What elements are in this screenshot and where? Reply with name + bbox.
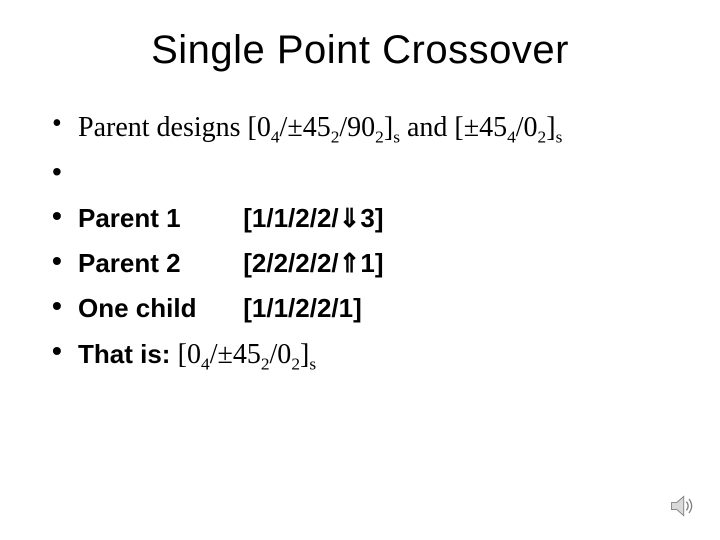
slide: Single Point Crossover Parent designs [0…: [0, 0, 720, 540]
row-label: Parent 1: [78, 201, 236, 236]
subscript: 2: [375, 128, 384, 147]
subscript: s: [393, 128, 400, 147]
text-run: /±45: [210, 339, 261, 370]
row-label: Parent 2: [78, 246, 236, 281]
bullet-that-is: That is: [04/±452/02]s: [50, 336, 670, 374]
bullet-parent-designs: Parent designs [04/±452/902]s and [±454/…: [50, 109, 670, 147]
bullet-parent-1: Parent 1 [1/1/2/2/⇓3]: [50, 201, 670, 236]
row-label: One child: [78, 291, 236, 326]
text-run: /0: [516, 112, 538, 143]
subscript: s: [309, 355, 316, 374]
subscript: 2: [261, 355, 270, 374]
text-run: ]: [546, 112, 555, 143]
text-run: ]: [384, 112, 393, 143]
text-run: /90: [339, 112, 375, 143]
bullet-list: Parent designs [04/±452/902]s and [±454/…: [50, 109, 670, 374]
text-run: [04/±452/02]s: [178, 339, 316, 370]
text-run: /0: [270, 339, 292, 370]
spacer: [50, 157, 670, 191]
text-run: and [±45: [400, 112, 507, 143]
subscript: 4: [201, 355, 210, 374]
row-value: [1/1/2/2/1]: [243, 293, 362, 323]
subscript: 2: [538, 128, 547, 147]
text-run: [0: [178, 339, 201, 370]
row-value: [1/1/2/2/⇓3]: [243, 203, 383, 233]
subscript: 4: [507, 128, 516, 147]
slide-title: Single Point Crossover: [50, 28, 670, 73]
subscript: 4: [271, 128, 280, 147]
bullet-parent-2: Parent 2 [2/2/2/2/⇑1]: [50, 246, 670, 281]
bullet-one-child: One child [1/1/2/2/1]: [50, 291, 670, 326]
text-run: /±45: [280, 112, 331, 143]
speaker-icon: [668, 492, 696, 520]
text-run: ]: [300, 339, 309, 370]
subscript: s: [556, 128, 563, 147]
row-value: [2/2/2/2/⇑1]: [243, 248, 383, 278]
text-run: Parent designs [0: [78, 112, 271, 143]
text-run: That is:: [78, 339, 178, 369]
subscript: 2: [291, 355, 300, 374]
